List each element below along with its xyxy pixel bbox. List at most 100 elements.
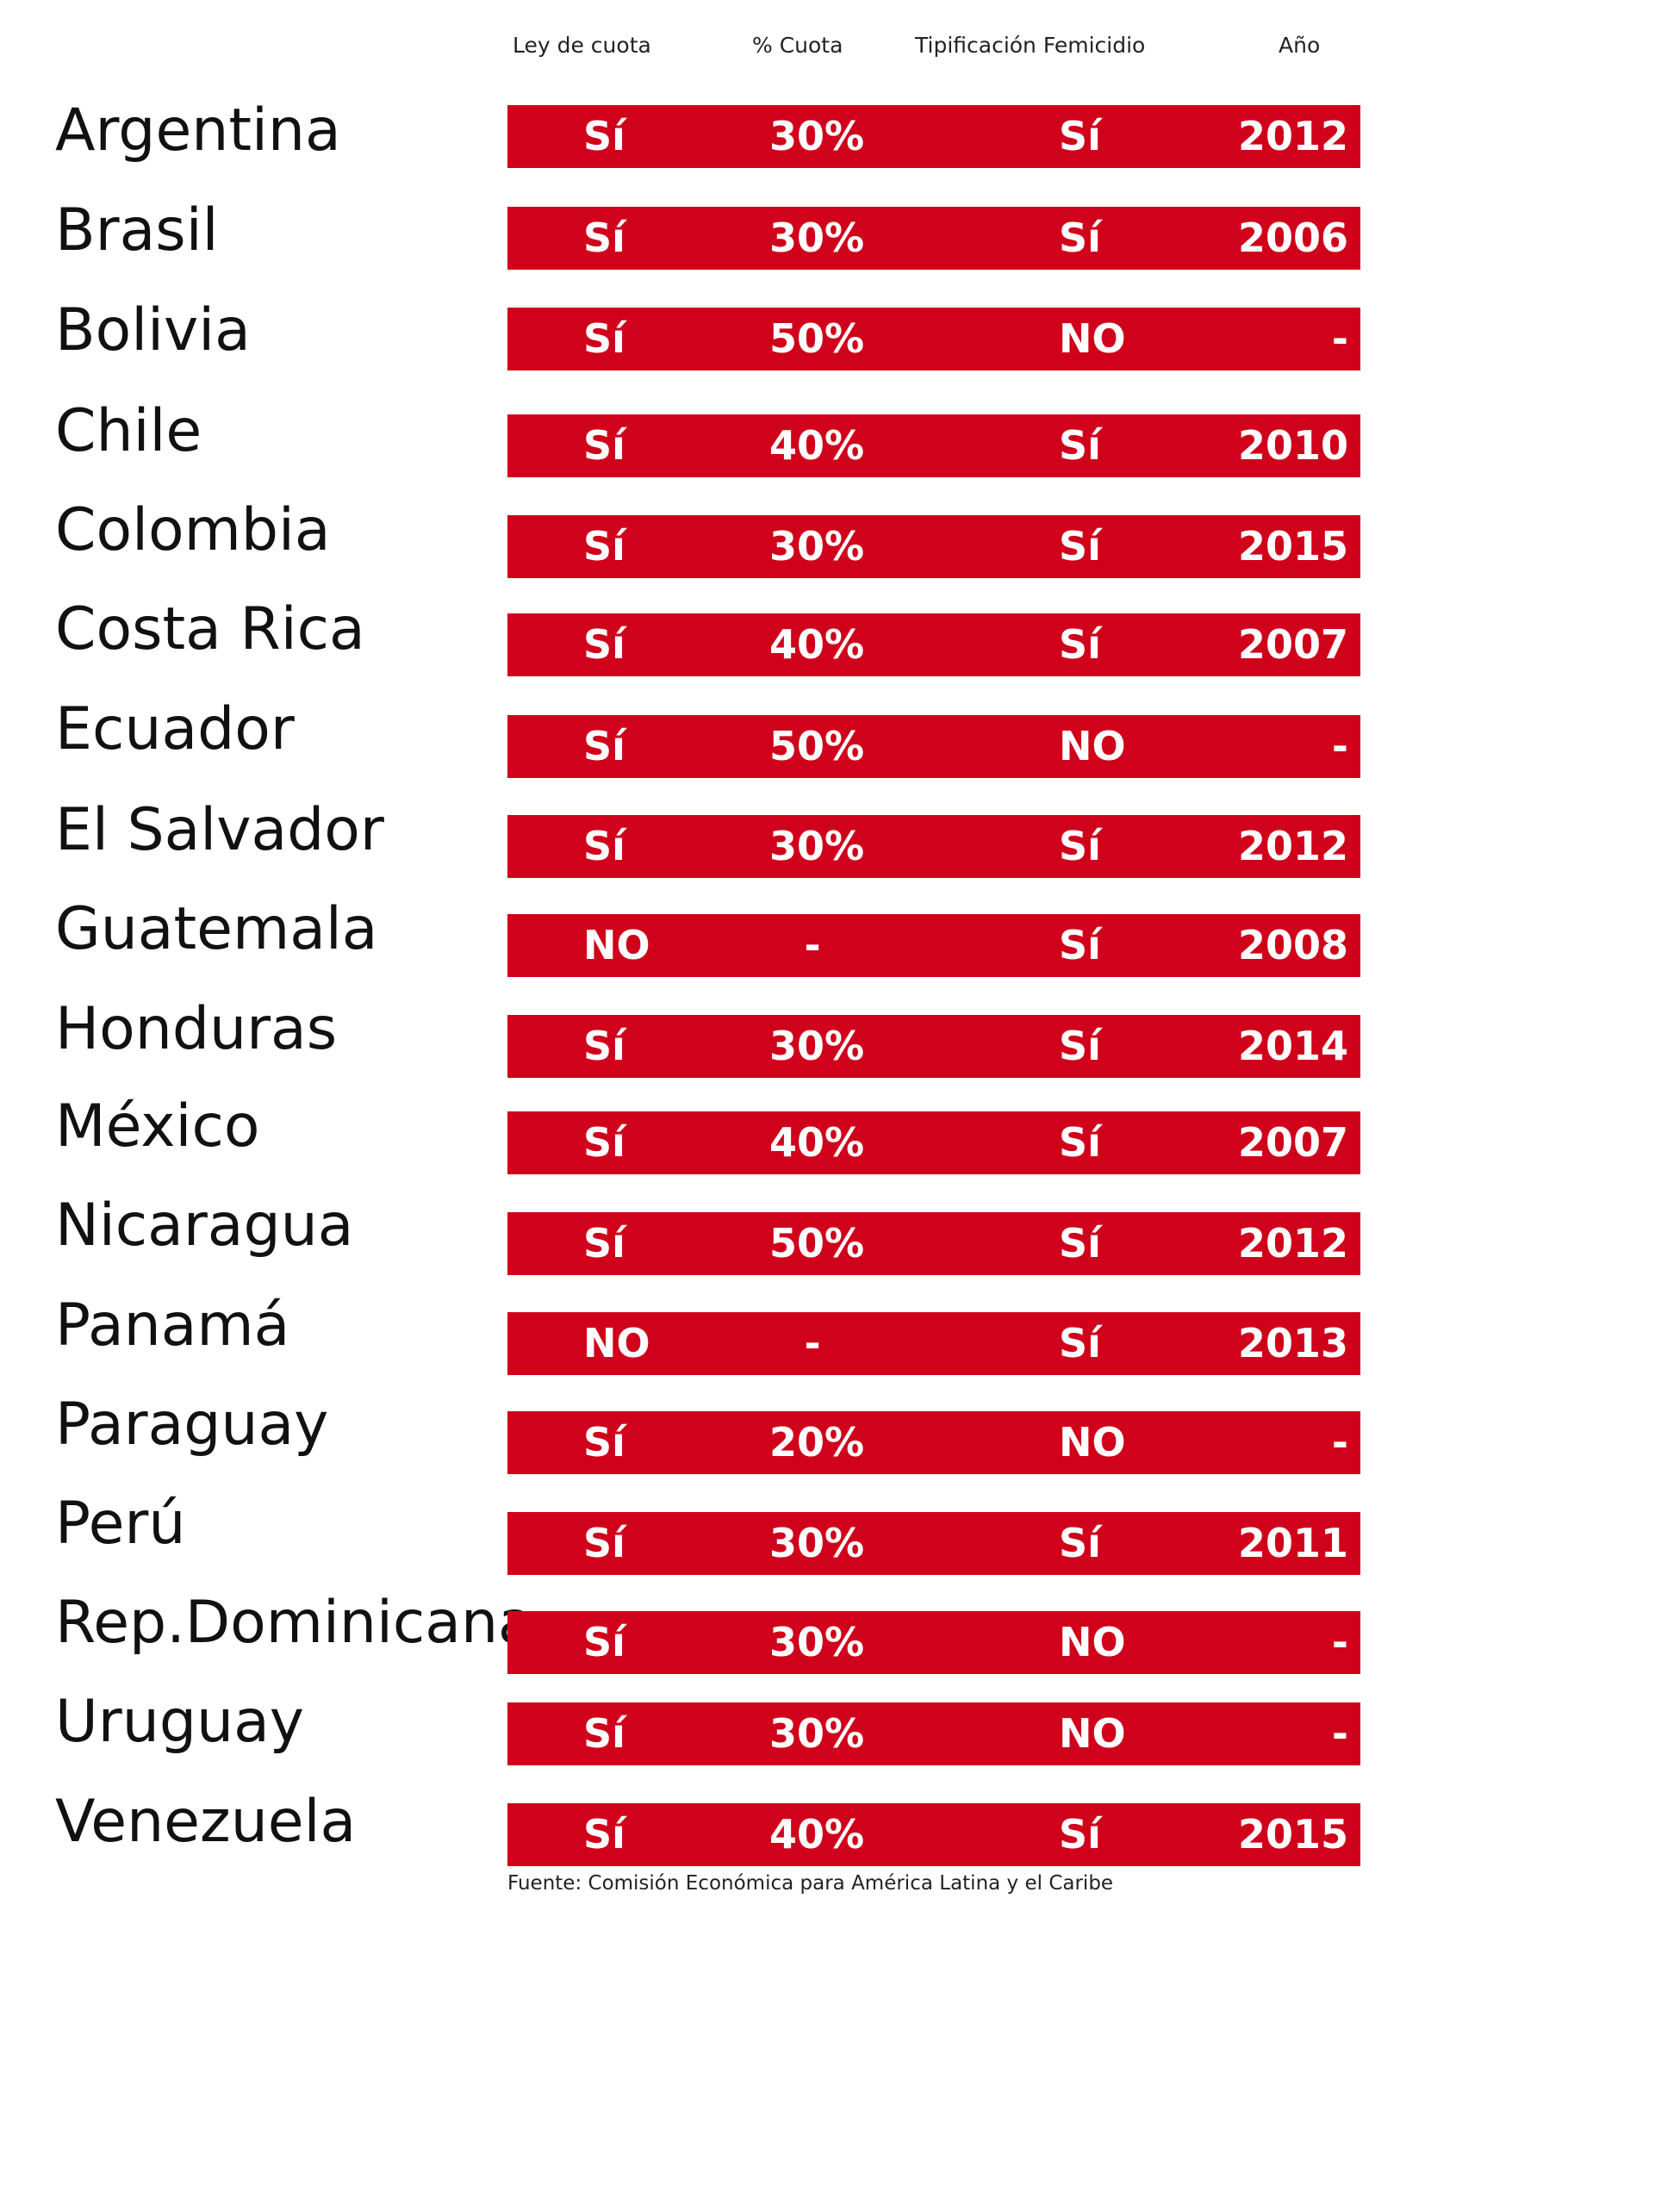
cell-cuota: 40% [769, 422, 865, 469]
row-label: Argentina [55, 96, 341, 165]
cell-ley-de-cuota: Sí [583, 1119, 625, 1166]
row-label: El Salvador [55, 796, 384, 864]
row-label: Ecuador [55, 695, 295, 763]
table-row: Sí 40% Sí 2010 [507, 414, 1360, 477]
cell-anio: 2014 [1237, 1023, 1348, 1069]
cell-cuota: 50% [769, 723, 865, 769]
cell-ley-de-cuota: Sí [583, 1419, 625, 1466]
cell-ley-de-cuota: Sí [583, 1520, 625, 1566]
cell-femicidio: NO [1059, 1419, 1126, 1466]
cell-femicidio: Sí [1059, 621, 1101, 668]
cell-anio: - [1331, 315, 1348, 362]
cell-anio: 2012 [1237, 823, 1348, 869]
cell-ley-de-cuota: Sí [583, 823, 625, 869]
cell-anio: 2015 [1237, 523, 1348, 569]
cell-femicidio: Sí [1059, 1320, 1101, 1366]
table-row: Sí 30% Sí 2014 [507, 1015, 1360, 1078]
cell-cuota: 30% [769, 1710, 865, 1757]
cell-cuota: 30% [769, 1023, 865, 1069]
cell-cuota: 40% [769, 1119, 865, 1166]
cell-femicidio: Sí [1059, 1023, 1101, 1069]
table-row: Sí 50% NO - [507, 308, 1360, 370]
cell-cuota: 20% [769, 1419, 865, 1466]
header-cuota: % Cuota [752, 33, 843, 58]
row-label: Panamá [55, 1291, 290, 1360]
cell-anio: 2007 [1237, 621, 1348, 668]
cell-anio: - [1331, 1710, 1348, 1757]
cell-femicidio: Sí [1059, 1119, 1101, 1166]
cell-anio: 2013 [1237, 1320, 1348, 1366]
header-anio: Año [1279, 33, 1321, 58]
cell-ley-de-cuota: Sí [583, 523, 625, 569]
cell-cuota: 30% [769, 1619, 865, 1665]
cell-ley-de-cuota: Sí [583, 422, 625, 469]
row-label: Venezuela [55, 1788, 357, 1856]
cell-cuota: 30% [769, 523, 865, 569]
cell-cuota: - [804, 922, 821, 968]
header-ley-de-cuota: Ley de cuota [513, 33, 651, 58]
cell-anio: 2012 [1237, 113, 1348, 159]
table-row: NO - Sí 2008 [507, 914, 1360, 977]
header-tipificacion-femicidio: Tipificación Femicidio [915, 33, 1146, 58]
cell-cuota: 50% [769, 1220, 865, 1267]
cell-cuota: - [804, 1320, 821, 1366]
cell-ley-de-cuota: Sí [583, 215, 625, 261]
cell-femicidio: Sí [1059, 1520, 1101, 1566]
table-row: Sí 30% Sí 2012 [507, 105, 1360, 168]
row-label: Bolivia [55, 296, 251, 364]
table-row: Sí 30% Sí 2006 [507, 207, 1360, 270]
table-row: Sí 30% Sí 2011 [507, 1512, 1360, 1575]
cell-anio: 2006 [1237, 215, 1348, 261]
row-label: Rep.Dominicana [55, 1589, 534, 1657]
cell-femicidio: Sí [1059, 422, 1101, 469]
cell-femicidio: NO [1059, 1710, 1126, 1757]
cell-ley-de-cuota: NO [583, 1320, 650, 1366]
cell-cuota: 50% [769, 315, 865, 362]
cell-ley-de-cuota: Sí [583, 621, 625, 668]
cell-femicidio: Sí [1059, 1811, 1101, 1858]
cell-cuota: 30% [769, 215, 865, 261]
row-label: Brasil [55, 196, 219, 265]
cell-cuota: 30% [769, 1520, 865, 1566]
cell-femicidio: Sí [1059, 823, 1101, 869]
cell-ley-de-cuota: NO [583, 922, 650, 968]
cell-ley-de-cuota: Sí [583, 113, 625, 159]
table-row: Sí 30% Sí 2015 [507, 515, 1360, 578]
cell-ley-de-cuota: Sí [583, 1619, 625, 1665]
cell-anio: - [1331, 723, 1348, 769]
table-row: Sí 30% NO - [507, 1611, 1360, 1674]
cell-femicidio: Sí [1059, 922, 1101, 968]
source-note: Fuente: Comisión Económica para América … [507, 1872, 1114, 1895]
cell-ley-de-cuota: Sí [583, 1220, 625, 1267]
cell-anio: 2010 [1237, 422, 1348, 469]
row-label: México [55, 1092, 260, 1161]
cell-anio: 2011 [1237, 1520, 1348, 1566]
cell-femicidio: NO [1059, 1619, 1126, 1665]
row-label: Costa Rica [55, 595, 365, 663]
row-label: Honduras [55, 995, 338, 1063]
table-row: Sí 50% NO - [507, 715, 1360, 778]
cell-ley-de-cuota: Sí [583, 723, 625, 769]
cell-cuota: 30% [769, 823, 865, 869]
cell-femicidio: NO [1059, 315, 1126, 362]
cell-ley-de-cuota: Sí [583, 1811, 625, 1858]
cell-femicidio: Sí [1059, 215, 1101, 261]
table-row: Sí 30% Sí 2012 [507, 815, 1360, 878]
cell-femicidio: Sí [1059, 1220, 1101, 1267]
cell-anio: 2008 [1237, 922, 1348, 968]
table-row: Sí 40% Sí 2015 [507, 1803, 1360, 1866]
cell-cuota: 40% [769, 621, 865, 668]
row-label: Colombia [55, 496, 331, 564]
row-label: Guatemala [55, 895, 378, 963]
cell-femicidio: Sí [1059, 523, 1101, 569]
row-label: Perú [55, 1490, 186, 1558]
row-label: Uruguay [55, 1688, 304, 1756]
table-row: NO - Sí 2013 [507, 1312, 1360, 1375]
table-row: Sí 20% NO - [507, 1411, 1360, 1474]
cell-anio: - [1331, 1419, 1348, 1466]
table-row: Sí 30% NO - [507, 1702, 1360, 1765]
cell-anio: - [1331, 1619, 1348, 1665]
cell-ley-de-cuota: Sí [583, 1023, 625, 1069]
cell-anio: 2007 [1237, 1119, 1348, 1166]
